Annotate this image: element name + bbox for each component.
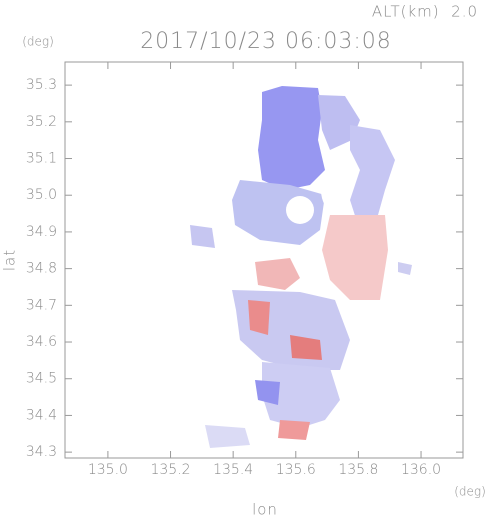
- echo: [398, 262, 412, 275]
- echo: [190, 225, 215, 248]
- y-tick-label: 34.5: [26, 371, 57, 387]
- y-unit: (deg): [22, 35, 54, 49]
- y-axis-label: lat: [1, 249, 19, 271]
- echo: [318, 95, 360, 150]
- y-tick-label: 34.9: [26, 224, 57, 240]
- x-axis-label: lon: [252, 501, 278, 519]
- echo: [290, 335, 322, 360]
- echo-gap: [321, 168, 349, 212]
- x-tick-label: 135.4: [213, 462, 253, 478]
- echo-gap: [286, 196, 314, 224]
- echo: [322, 215, 388, 300]
- echo: [278, 420, 310, 440]
- y-tick-label: 35.3: [26, 77, 57, 93]
- echo: [258, 86, 325, 190]
- y-tick-label: 34.7: [26, 297, 57, 313]
- plot-frame: [64, 61, 464, 459]
- echo: [248, 300, 270, 335]
- altitude-label: ALT(km) 2.0: [372, 3, 478, 21]
- x-tick-label: 135.8: [338, 462, 378, 478]
- echo: [255, 380, 280, 405]
- x-tick-label: 135.6: [276, 462, 316, 478]
- x-tick-label: 135.0: [88, 462, 128, 478]
- y-tick-label: 35.2: [26, 114, 57, 130]
- echo-field: [190, 86, 412, 448]
- x-tick-label: 136.0: [401, 462, 441, 478]
- x-unit: (deg): [454, 485, 486, 499]
- echo: [262, 362, 340, 428]
- echo: [205, 425, 250, 448]
- map-title: 2017/10/23 06:03:08: [140, 29, 392, 54]
- y-tick-label: 34.4: [26, 407, 57, 423]
- y-tick-label: 35.1: [26, 151, 57, 167]
- y-tick-label: 34.6: [26, 334, 57, 350]
- echo: [350, 125, 395, 225]
- y-tick-label: 34.8: [26, 261, 57, 277]
- y-tick-label: 35.0: [26, 187, 57, 203]
- y-tick-label: 34.3: [26, 444, 57, 460]
- x-tick-label: 135.2: [150, 462, 190, 478]
- echo: [255, 258, 300, 290]
